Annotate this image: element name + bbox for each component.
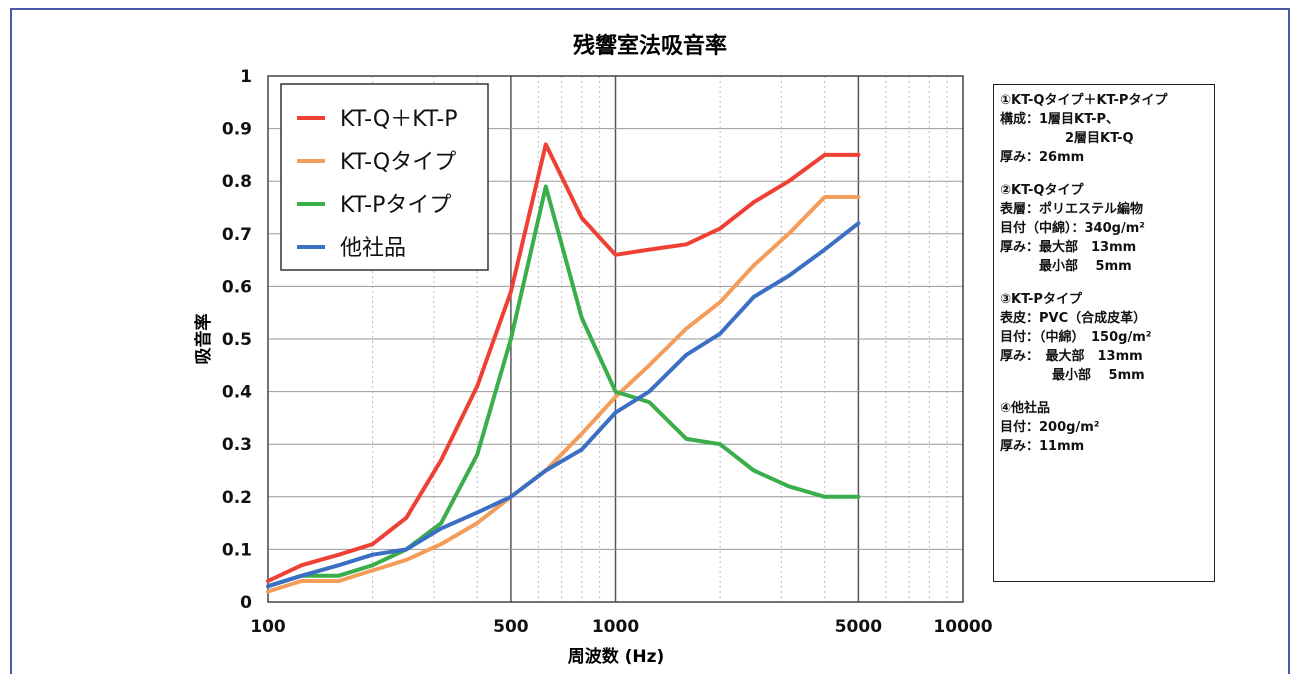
x-tick-label: 500 <box>493 617 529 637</box>
series-line <box>266 195 861 594</box>
y-tick-label: 0.4 <box>222 383 252 403</box>
y-tick-label: 0.5 <box>222 330 252 350</box>
note-line: 目付：（中綿） 150g/m² <box>1000 330 1152 345</box>
note-line: 最小部 5mm <box>1000 259 1132 274</box>
plot-border <box>267 75 964 603</box>
note-line: 2層目KT-Q <box>1000 131 1134 146</box>
y-tick-label: 1 <box>240 67 252 87</box>
note-line: 表層：ポリエステル編物 <box>1000 202 1144 217</box>
series-line <box>266 184 861 589</box>
note-line: ④他社品 <box>1000 401 1051 416</box>
note-line: 厚み： 最大部 13mm <box>1000 349 1143 364</box>
legend-label: KT-Pタイプ <box>340 193 451 218</box>
y-tick-label: 0.2 <box>222 488 252 508</box>
note-line: 目付（中綿）：340g/m² <box>1000 221 1145 236</box>
y-tick-label: 0.9 <box>222 120 252 140</box>
note-block: ①KT-Qタイプ＋KT-Pタイプ 構成：1層目KT-P、 2層目KT-Q 厚み：26… <box>1000 91 1208 167</box>
x-tick-label: 10000 <box>933 617 992 637</box>
series-line <box>266 142 861 583</box>
note-line: 厚み：11mm <box>1000 439 1085 454</box>
x-tick-label: 100 <box>250 617 286 637</box>
note-block: ③KT-Pタイプ表皮：PVC（合成皮革） 目付：（中綿） 150g/m² 厚み： 最… <box>1000 290 1208 385</box>
y-tick-label: 0 <box>240 593 252 613</box>
y-axis-title: 吸音率 <box>193 314 214 365</box>
note-line: ③KT-Pタイプ <box>1000 292 1082 307</box>
chart-title: 残響室法吸音率 <box>573 33 727 59</box>
note-line: 厚み：最大部 13mm <box>1000 240 1137 255</box>
series-layer <box>266 142 861 594</box>
x-tick-label: 1000 <box>592 617 639 637</box>
y-tick-label: 0.8 <box>222 172 252 192</box>
legend-box <box>280 83 489 271</box>
chart-frame <box>10 8 1290 674</box>
note-line: 表皮：PVC（合成皮革） <box>1000 311 1147 326</box>
note-line: 構成：1層目KT-P、 <box>1000 112 1119 127</box>
note-block: ②KT-Qタイプ表層：ポリエステル編物 目付（中綿）：340g/m² 厚み：最大部 … <box>1000 181 1208 276</box>
tick-labels: 0 0.1 0.2 0.3 0.4 0.5 0.6 0.7 0.8 0.9 1 100 500 1000 5… <box>222 67 993 637</box>
note-line: ①KT-Qタイプ＋KT-Pタイプ <box>1000 93 1168 108</box>
y-tick-label: 0.1 <box>222 540 252 560</box>
x-tick-label: 5000 <box>835 617 882 637</box>
legend-label: KT-Qタイプ <box>340 150 456 175</box>
note-line: ②KT-Qタイプ <box>1000 183 1084 198</box>
note-block: ④他社品目付：200g/m² 厚み：11mm <box>1000 399 1208 456</box>
y-tick-label: 0.7 <box>222 225 252 245</box>
notes-box: ①KT-Qタイプ＋KT-Pタイプ 構成：1層目KT-P、 2層目KT-Q 厚み：26… <box>993 84 1215 582</box>
note-line: 目付：200g/m² <box>1000 420 1100 435</box>
y-tick-label: 0.3 <box>222 435 252 455</box>
legend-label: KT-Q＋KT-P <box>340 107 458 132</box>
note-line: 厚み：26mm <box>1000 150 1085 165</box>
note-line: 最小部 5mm <box>1000 368 1145 383</box>
legend-label: 他社品 <box>340 236 406 261</box>
x-axis-title: 周波数 (Hz) <box>568 646 665 667</box>
series-line <box>266 221 861 589</box>
y-tick-label: 0.6 <box>222 277 252 297</box>
